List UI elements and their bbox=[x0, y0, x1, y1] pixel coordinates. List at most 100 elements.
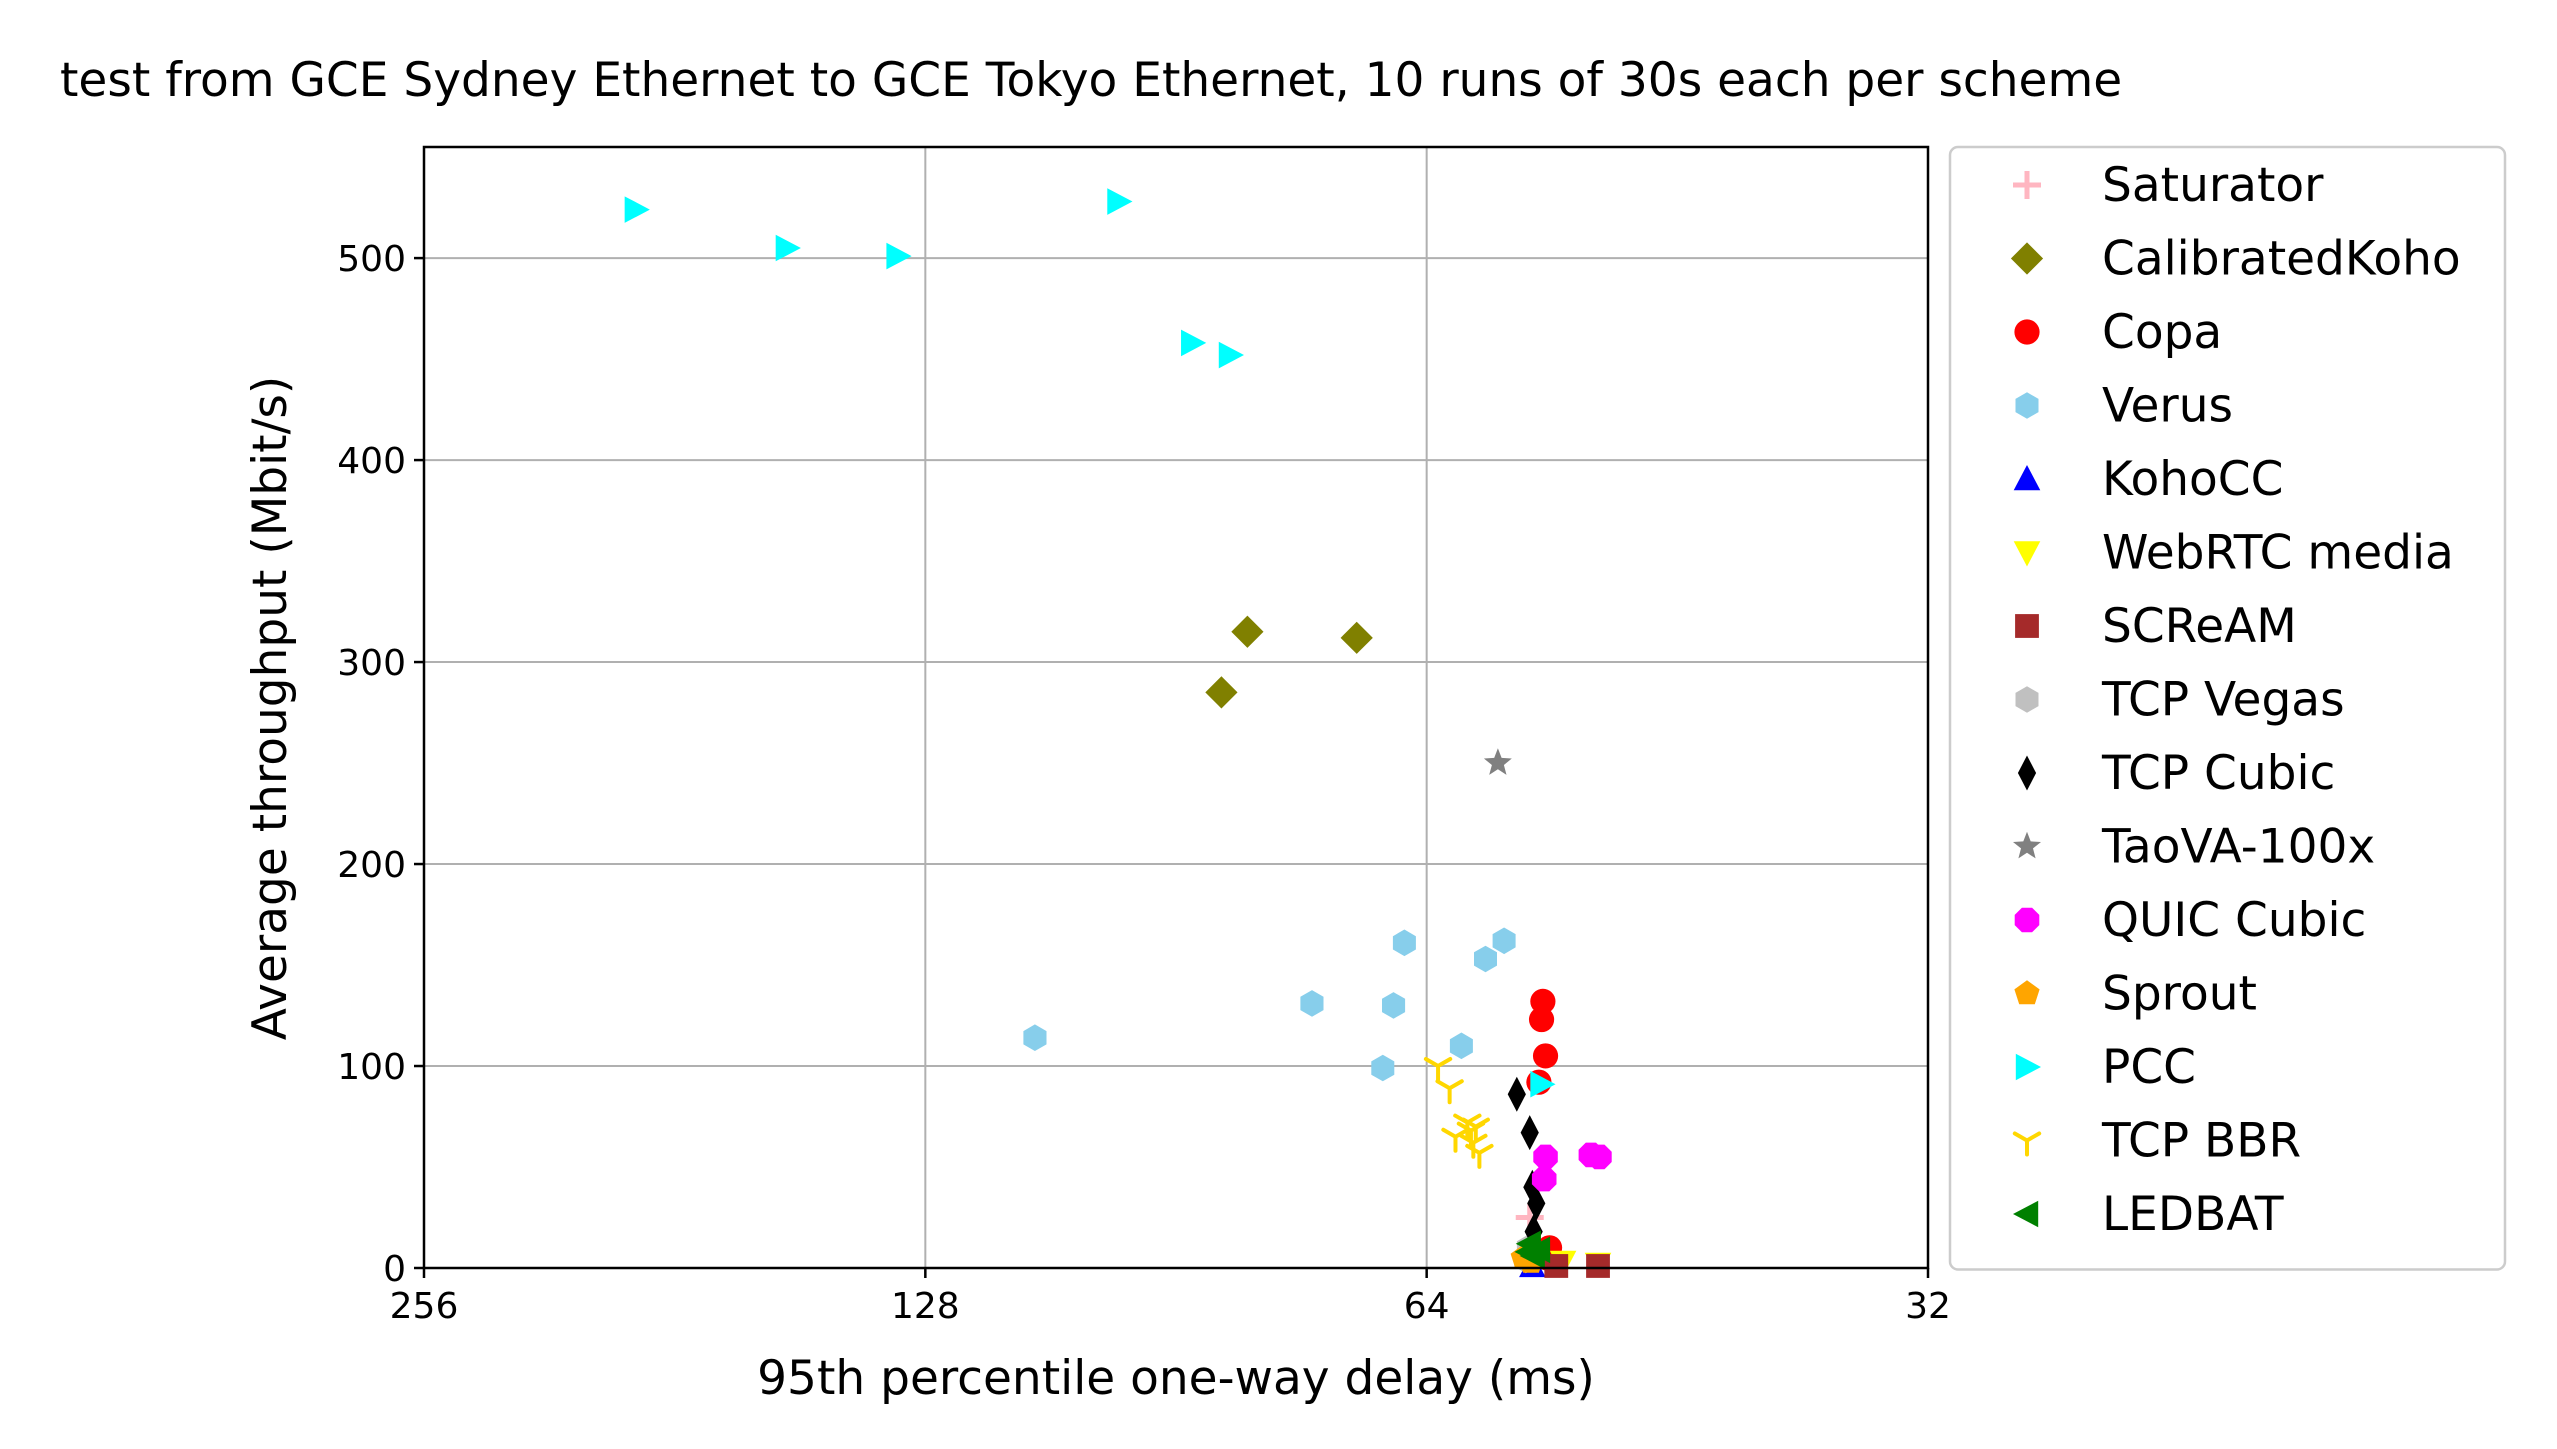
data-point bbox=[1531, 1166, 1557, 1192]
data-point bbox=[1231, 615, 1264, 648]
x-axis-label: 95th percentile one-way delay (ms) bbox=[757, 1351, 1595, 1406]
legend-marker bbox=[2015, 1053, 2041, 1081]
legend-marker bbox=[2015, 686, 2039, 713]
legend-item-scream: SCReAM bbox=[2015, 599, 2297, 654]
legend-label: Copa bbox=[2102, 305, 2222, 360]
legend-label: SCReAM bbox=[2102, 599, 2297, 654]
data-point bbox=[1300, 990, 1324, 1017]
y-tick-label: 100 bbox=[337, 1047, 406, 1088]
legend-marker bbox=[2015, 392, 2039, 419]
data-point bbox=[1474, 945, 1497, 973]
data-point bbox=[775, 234, 801, 262]
legend-frame bbox=[1948, 145, 2507, 1271]
x-tick-label: 128 bbox=[891, 1286, 960, 1327]
legend-label: KohoCC bbox=[2102, 452, 2283, 507]
legend-marker bbox=[2013, 831, 2041, 859]
legend-item-ledbat: LEDBAT bbox=[2013, 1187, 2284, 1242]
data-point bbox=[1530, 1070, 1556, 1098]
y-tick-label: 200 bbox=[337, 845, 406, 886]
legend-item-tcp-cubic: TCP Cubic bbox=[2017, 746, 2335, 801]
y-tick-label: 500 bbox=[337, 239, 406, 280]
legend-marker bbox=[2010, 242, 2044, 275]
legend-item-copa: Copa bbox=[2014, 305, 2222, 360]
legend-item-tcp-vegas: TCP Vegas bbox=[2015, 673, 2345, 728]
legend-label: TCP BBR bbox=[2101, 1114, 2301, 1169]
legend-marker bbox=[2013, 171, 2041, 199]
legend-marker bbox=[2014, 980, 2040, 1005]
legend-item-webrtc-media: WebRTC media bbox=[2013, 526, 2454, 581]
y-tick-label: 400 bbox=[337, 441, 406, 482]
y-tick-label: 0 bbox=[383, 1249, 406, 1290]
data-point bbox=[1492, 927, 1516, 955]
data-point bbox=[1461, 1117, 1490, 1143]
data-point bbox=[1449, 1032, 1473, 1060]
y-tick-label: 300 bbox=[337, 643, 406, 684]
legend-item-pcc: PCC bbox=[2015, 1040, 2196, 1095]
data-point bbox=[624, 196, 650, 223]
legend-marker bbox=[2017, 755, 2037, 791]
legend-label: TCP Cubic bbox=[2101, 746, 2335, 801]
data-point bbox=[1533, 1144, 1558, 1170]
legend: Saturator CalibratedKoho Copa Verus KohoCC We… bbox=[1948, 145, 2507, 1271]
legend-label: Saturator bbox=[2102, 158, 2324, 213]
series-calibratedkoho bbox=[1205, 615, 1373, 709]
legend-label: TCP Vegas bbox=[2101, 673, 2345, 728]
series-tcp-bbr bbox=[1423, 1057, 1494, 1169]
legend-item-tcp-bbr: TCP BBR bbox=[2012, 1114, 2301, 1169]
data-point bbox=[1181, 329, 1207, 357]
data-point bbox=[1587, 1144, 1612, 1170]
data-point bbox=[1514, 1238, 1540, 1266]
legend-marker bbox=[2013, 541, 2041, 567]
legend-label: WebRTC media bbox=[2102, 526, 2454, 581]
y-axis: 0 100 200 300 400 500 bbox=[337, 239, 424, 1290]
legend-item-kohocc: KohoCC bbox=[2013, 452, 2283, 507]
data-point bbox=[1382, 992, 1406, 1019]
data-point bbox=[1544, 1254, 1569, 1278]
legend-item-verus: Verus bbox=[2015, 379, 2233, 434]
data-point bbox=[1392, 929, 1416, 957]
legend-label: Sprout bbox=[2102, 967, 2257, 1022]
series-verus bbox=[1023, 927, 1542, 1262]
legend-marker bbox=[2014, 319, 2040, 345]
legend-marker bbox=[2015, 614, 2039, 638]
data-point bbox=[1528, 1006, 1555, 1033]
data-point bbox=[1205, 676, 1238, 709]
y-axis-label: Average throughput (Mbit/s) bbox=[243, 376, 298, 1040]
data-point bbox=[1465, 1143, 1494, 1169]
legend-marker bbox=[2013, 1200, 2039, 1228]
legend-label: CalibratedKoho bbox=[2102, 232, 2461, 287]
gridlines bbox=[423, 147, 1929, 1269]
legend-marker bbox=[2012, 1131, 2042, 1157]
data-point bbox=[1107, 188, 1133, 215]
legend-item-calibratedkoho: CalibratedKoho bbox=[2010, 232, 2461, 287]
series-ledbat bbox=[1514, 1230, 1551, 1270]
data-marks bbox=[624, 188, 1612, 1278]
legend-item-quic-cubic: QUIC Cubic bbox=[2014, 893, 2366, 948]
data-point bbox=[1586, 1254, 1610, 1278]
legend-item-sprout: Sprout bbox=[2014, 967, 2257, 1022]
data-point bbox=[1520, 1115, 1539, 1151]
legend-label: Verus bbox=[2102, 379, 2233, 434]
data-point bbox=[1527, 1185, 1546, 1221]
series-pcc bbox=[624, 188, 1556, 1098]
series-quic-cubic bbox=[1531, 1142, 1612, 1192]
legend-label: LEDBAT bbox=[2102, 1187, 2284, 1242]
series-scream bbox=[1544, 1254, 1610, 1278]
legend-marker bbox=[2014, 907, 2040, 933]
data-point bbox=[1423, 1057, 1453, 1083]
x-axis: 256 128 64 32 bbox=[390, 1268, 1951, 1327]
legend-label: TaoVA-100x bbox=[2101, 820, 2375, 875]
legend-label: QUIC Cubic bbox=[2102, 893, 2366, 948]
series-taova-100x bbox=[1483, 748, 1512, 775]
data-point bbox=[1530, 988, 1556, 1014]
legend-marker bbox=[2013, 465, 2041, 491]
data-point bbox=[1023, 1024, 1047, 1051]
data-point bbox=[1532, 1043, 1559, 1069]
legend-item-taova-100x: TaoVA-100x bbox=[2013, 820, 2375, 875]
chart-title: test from GCE Sydney Ethernet to GCE Tok… bbox=[60, 53, 2122, 108]
plot-area bbox=[422, 145, 1930, 1270]
data-point bbox=[1435, 1079, 1464, 1105]
data-point bbox=[1507, 1076, 1526, 1112]
x-tick-label: 256 bbox=[390, 1286, 459, 1327]
